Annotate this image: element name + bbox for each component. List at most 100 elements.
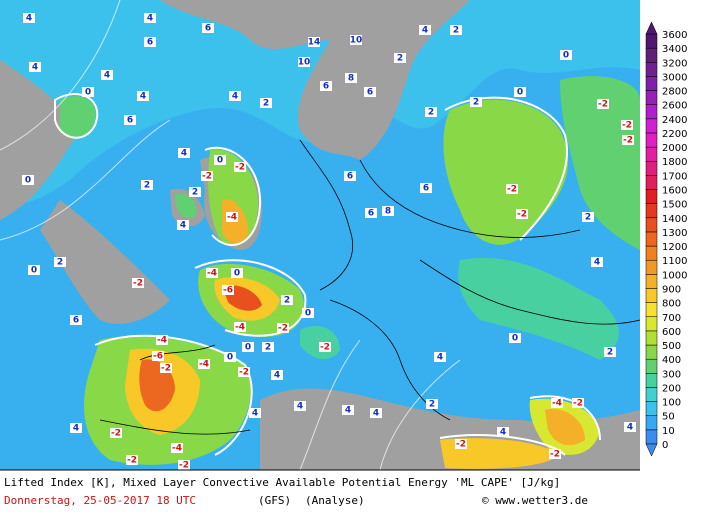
colorbar-band bbox=[645, 373, 658, 388]
colorbar-label: 900 bbox=[662, 284, 681, 295]
contour-label-box bbox=[319, 342, 331, 352]
caption: Lifted Index [K], Mixed Layer Convective… bbox=[4, 476, 560, 489]
contour-label-box bbox=[171, 443, 183, 453]
contour-label-box bbox=[298, 57, 310, 67]
contour-label: -2 bbox=[623, 136, 633, 146]
contour-label: 0 bbox=[25, 176, 31, 186]
colorbar-label: 3400 bbox=[662, 44, 687, 55]
contour-label: 10 bbox=[298, 58, 311, 68]
contour-label-box bbox=[591, 257, 603, 267]
contour-label-box bbox=[549, 449, 561, 459]
contour-label-box bbox=[206, 268, 218, 278]
contour-label: 0 bbox=[517, 88, 523, 98]
colorbar-label: 1400 bbox=[662, 214, 687, 225]
contour-label-box bbox=[382, 206, 394, 216]
contour-label: -2 bbox=[111, 429, 121, 439]
contour-label-box bbox=[137, 91, 149, 101]
contour-label: 6 bbox=[147, 38, 153, 48]
contour-label-box bbox=[28, 265, 40, 275]
contour-label-box bbox=[178, 460, 190, 470]
contour-label-box bbox=[394, 53, 406, 63]
contour-label: -2 bbox=[573, 399, 583, 409]
contour-label: -6 bbox=[223, 286, 233, 296]
colorbar-band bbox=[645, 217, 658, 233]
contour-label-box bbox=[281, 295, 293, 305]
colorbar-band bbox=[645, 104, 658, 120]
colorbar-label: 3200 bbox=[662, 58, 687, 69]
colorbar-label: 1700 bbox=[662, 171, 687, 182]
colorbar-band bbox=[645, 330, 658, 346]
colorbar-label: 800 bbox=[662, 299, 681, 310]
contour-label: -2 bbox=[202, 172, 212, 182]
contour-lines-thin bbox=[0, 0, 461, 471]
colorbar-band bbox=[645, 274, 658, 289]
contour-label-box bbox=[350, 35, 362, 45]
contour-label: 2 bbox=[144, 181, 150, 191]
contour-label-box bbox=[141, 180, 153, 190]
contour-label-box bbox=[214, 155, 226, 165]
colorbar-band bbox=[645, 245, 658, 261]
colorbar-label: 10 bbox=[662, 426, 675, 437]
colorbar-label: 1300 bbox=[662, 228, 687, 239]
contour-label-box bbox=[260, 98, 272, 108]
contour-label: 4 bbox=[345, 406, 351, 416]
contour-label-box bbox=[621, 120, 633, 130]
contour-label: 4 bbox=[297, 402, 303, 412]
contour-label-box bbox=[419, 25, 431, 35]
contour-label: -4 bbox=[227, 213, 237, 223]
contour-label: 2 bbox=[429, 400, 435, 410]
contour-label-box bbox=[455, 439, 467, 449]
contour-label-box bbox=[222, 285, 234, 295]
contour-label: 2 bbox=[265, 343, 271, 353]
contour-label: 4 bbox=[594, 258, 600, 268]
source: © www.wetter3.de bbox=[482, 494, 588, 507]
contour-label: 4 bbox=[181, 149, 187, 159]
colorbar-band bbox=[645, 76, 658, 91]
colorbar-band bbox=[645, 175, 658, 190]
contour-label-box bbox=[124, 115, 136, 125]
contour-label: -2 bbox=[320, 343, 330, 353]
colorbar-band bbox=[645, 90, 658, 105]
colorbar-label: 1100 bbox=[662, 256, 687, 267]
contour-label-box bbox=[82, 87, 94, 97]
contour-label: 2 bbox=[263, 99, 269, 109]
contour-label: -6 bbox=[153, 352, 163, 362]
contour-labels: 4 4 6 14 10 10 4 4 6 0 4 6 4 2 6 8 6 2 4 2 0 0 -2 -2 -2 2 2 4 0 -2 -2 2… bbox=[22, 13, 636, 471]
contour-label-box bbox=[224, 352, 236, 362]
colorbar-label: 600 bbox=[662, 327, 681, 338]
colorbar-band bbox=[645, 203, 658, 219]
colorbar-band bbox=[645, 316, 658, 332]
colorbar-band bbox=[645, 288, 658, 303]
contour-label-box bbox=[582, 212, 594, 222]
contour-label-box bbox=[342, 405, 354, 415]
run: (Analyse) bbox=[305, 494, 365, 507]
colorbar-label: 0 bbox=[662, 440, 668, 451]
contour-label-box bbox=[226, 212, 238, 222]
contour-label: 2 bbox=[57, 258, 63, 268]
contour-label: 4 bbox=[252, 409, 258, 419]
contour-label-box bbox=[497, 427, 509, 437]
contour-label: 6 bbox=[423, 184, 429, 194]
contour-label: 8 bbox=[348, 74, 354, 84]
contour-label-box bbox=[234, 162, 246, 172]
contour-label-box bbox=[249, 408, 261, 418]
contour-label-box bbox=[144, 37, 156, 47]
contour-label: -4 bbox=[235, 323, 245, 333]
contour-label-box bbox=[516, 209, 528, 219]
colorbar-label: 1000 bbox=[662, 270, 687, 281]
contour-label-box bbox=[364, 87, 376, 97]
contour-label: -2 bbox=[127, 456, 137, 466]
colorbar-band bbox=[645, 344, 658, 360]
colorbar-label: 2000 bbox=[662, 143, 687, 154]
contour-label: -2 bbox=[278, 324, 288, 334]
contour-label: 4 bbox=[104, 71, 110, 81]
contour-label: 0 bbox=[217, 156, 223, 166]
colorbar-label: 50 bbox=[662, 412, 675, 423]
contour-label: 2 bbox=[585, 213, 591, 223]
colorbar-label: 400 bbox=[662, 355, 681, 366]
contour-label-box bbox=[572, 398, 584, 408]
contour-label: 0 bbox=[245, 343, 251, 353]
contour-label-box bbox=[201, 171, 213, 181]
contour-label-box bbox=[198, 359, 210, 369]
contour-label: 0 bbox=[85, 88, 91, 98]
